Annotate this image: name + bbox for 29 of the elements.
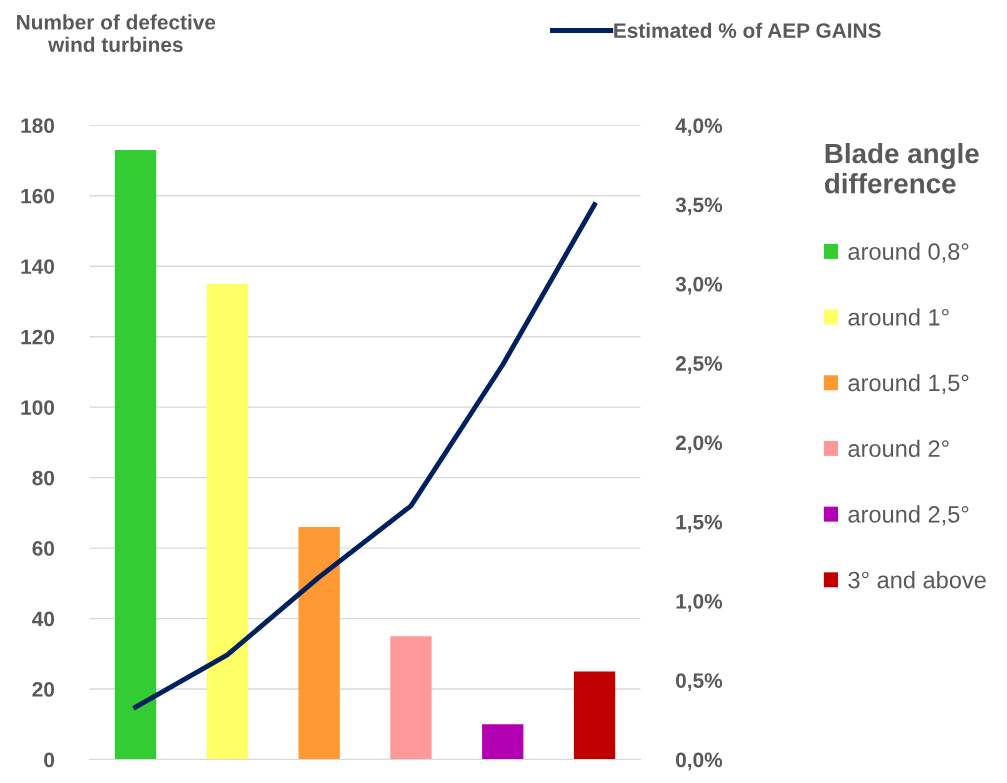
y-tick-label: 20 (32, 682, 55, 697)
y2-tick-label: 3,5% (675, 197, 723, 216)
legend-label: around 1,5° (848, 373, 969, 395)
y2-tick-label: 4,0% (675, 118, 723, 137)
y2-tick-label: 1,5% (676, 514, 723, 533)
y2-tick-label: 0,0% (676, 752, 723, 771)
y-tick-label: 60 (32, 541, 55, 556)
line-series (133, 202, 597, 710)
y2-tick-label: 2,0% (675, 435, 723, 454)
y-tick-label: 80 (32, 470, 55, 486)
y-axis-title: Number of defective wind turbines (17, 14, 216, 53)
legend-label: around 2,5° (848, 505, 969, 526)
legend-label: around 0,8° (848, 242, 969, 263)
y-tick-label: 180 (21, 118, 55, 134)
y-tick-label: 120 (21, 329, 55, 345)
y-tick-label: 40 (32, 611, 55, 627)
y-tick-label: 100 (21, 400, 55, 415)
legend-title: Blade angle difference (824, 142, 979, 194)
y-tick-label: 0 (44, 752, 55, 768)
y2-tick-label: 2,5% (675, 356, 723, 374)
y2-tick-label: 0,5% (676, 673, 723, 692)
legend-label: around 1° (848, 308, 949, 326)
legend-label: Estimated % of AEP GAINS (614, 22, 881, 38)
y-tick-label: 140 (21, 259, 55, 274)
y2-tick-label: 3,0% (675, 276, 723, 295)
legend-label: 3° and above (848, 571, 986, 589)
legend-label: around 2° (848, 439, 949, 457)
y2-tick-label: 1,0% (676, 593, 723, 612)
y-tick-label: 160 (21, 188, 55, 204)
